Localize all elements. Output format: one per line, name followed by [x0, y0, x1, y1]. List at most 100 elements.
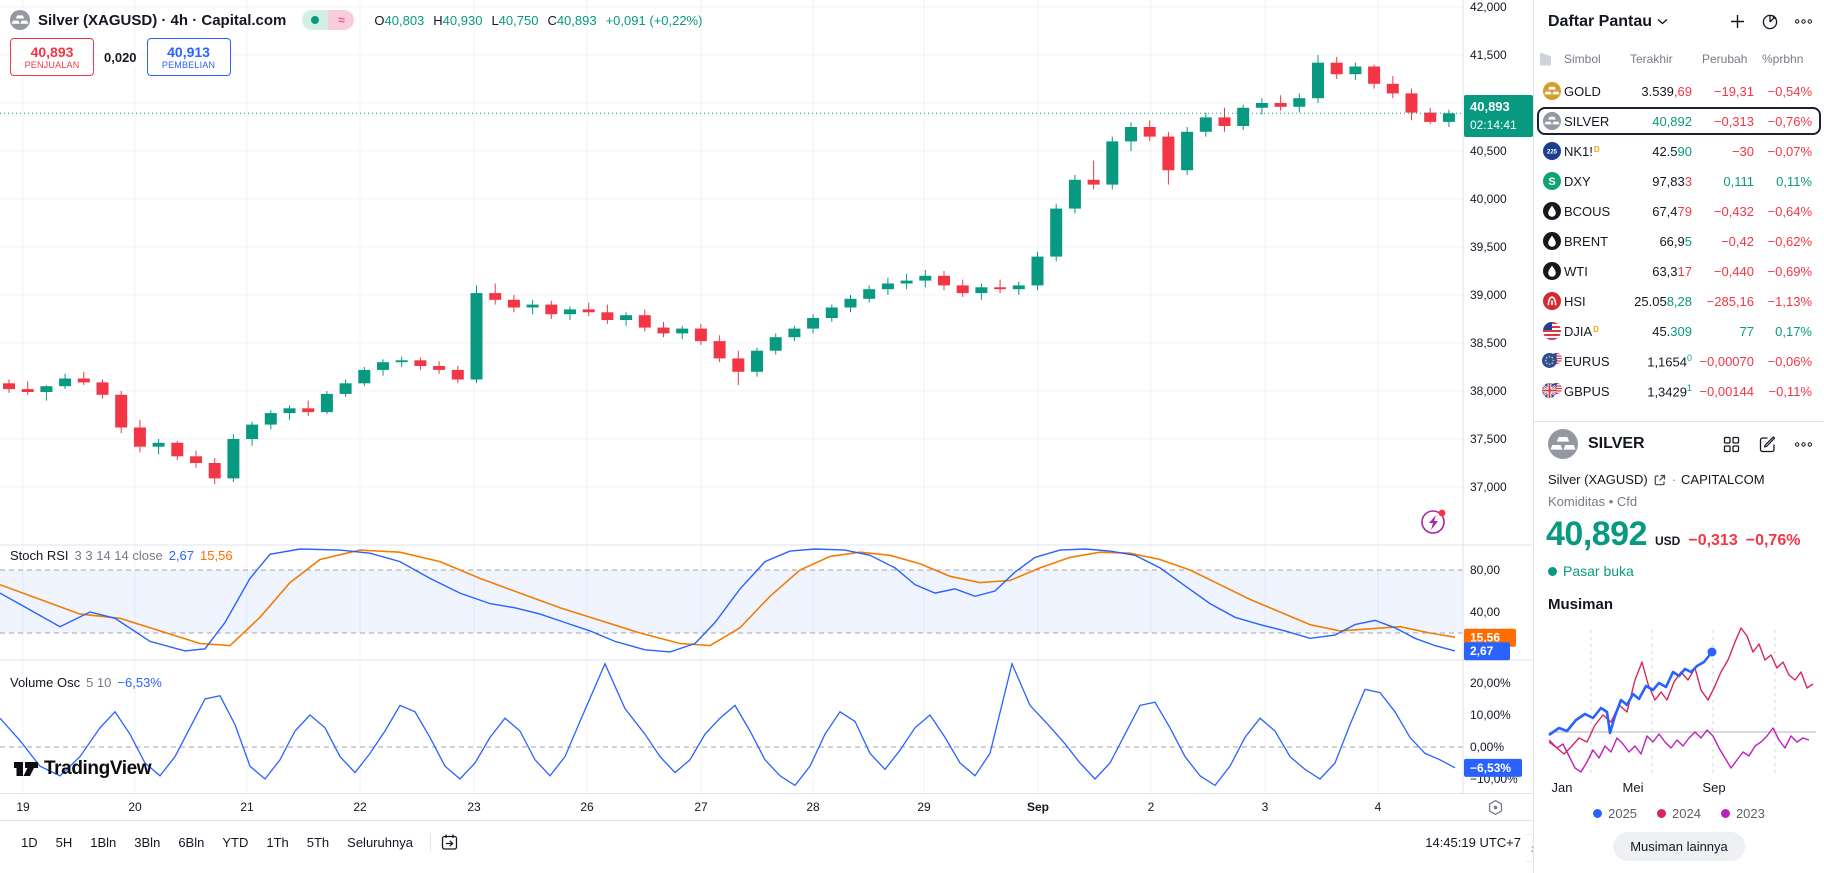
- svg-text:38,500: 38,500: [1470, 336, 1507, 350]
- list-marker-icon: [1540, 52, 1551, 66]
- silver-symbol-icon: [10, 10, 30, 30]
- change: −0,00070: [1699, 353, 1754, 369]
- range-button-6bln[interactable]: 6Bln: [178, 834, 205, 850]
- detail-currency: USD: [1655, 534, 1681, 548]
- dxy-icon: S: [1540, 172, 1564, 190]
- change-value: +0,091 (+0,22%): [605, 12, 703, 28]
- change: 77: [1739, 323, 1754, 339]
- time-axis-tick: 22: [353, 800, 367, 814]
- range-button-3bln[interactable]: 3Bln: [134, 834, 161, 850]
- change-percent: −0,11%: [1768, 383, 1813, 399]
- sell-button[interactable]: 40,893 PENJUALAN: [10, 38, 94, 76]
- market-open-dot-icon: [302, 10, 329, 30]
- last-price: 45.309: [1652, 323, 1692, 339]
- low-value: 40,750: [498, 12, 539, 28]
- watchlist-row-eurus[interactable]: EURUS 1,16540 −0,00070 −0,06%: [1534, 346, 1824, 376]
- last-price: 63,317: [1652, 263, 1692, 279]
- svg-text:15,56: 15,56: [1470, 631, 1500, 645]
- time-axis-tick: 3: [1261, 800, 1269, 814]
- change-percent: −0,54%: [1767, 83, 1812, 99]
- time-axis-tick: 4: [1374, 800, 1382, 814]
- last-price: 66,95: [1659, 233, 1692, 249]
- watchlist-column-headers[interactable]: Simbol Terakhir Perubah %prbhn: [1534, 48, 1824, 70]
- settings-hexagon-icon[interactable]: [1487, 799, 1504, 821]
- change-percent: 0,11%: [1776, 173, 1812, 189]
- change: 0,111: [1723, 173, 1754, 189]
- external-link-icon[interactable]: [1653, 473, 1667, 487]
- detail-meta: Komiditas • Cfd: [1548, 494, 1638, 509]
- seasonal-legend-2025[interactable]: 2025: [1593, 806, 1637, 821]
- time-axis-tick: 29: [917, 800, 931, 814]
- open-value: 40,803: [384, 12, 425, 28]
- symbol-name: EURUS: [1564, 353, 1610, 369]
- add-symbol-icon[interactable]: [1729, 13, 1746, 30]
- chart-area: 42,00041,50041,00040,50040,00039,50039,0…: [0, 0, 1533, 853]
- last-price: 67,479: [1652, 203, 1692, 219]
- detail-exchange: CAPITALCOM: [1681, 472, 1765, 487]
- calendar-goto-icon[interactable]: [439, 832, 460, 853]
- symbol-name: NK1! D: [1564, 143, 1600, 159]
- pie-chart-icon[interactable]: [1761, 12, 1780, 31]
- seasonal-legend-2023[interactable]: 2023: [1720, 806, 1765, 821]
- clock: 14:45:19 UTC+7: [1425, 834, 1521, 850]
- watchlist-row-wti[interactable]: WTI 63,317 −0,440 −0,69%: [1534, 256, 1824, 286]
- volume-osc-label[interactable]: Volume Osc 5 10 −6,53%: [10, 675, 162, 690]
- watchlist-row-silver[interactable]: SILVER 40,892 −0,313 −0,76%: [1534, 106, 1824, 136]
- svg-text:225: 225: [1547, 149, 1558, 155]
- range-button-1d[interactable]: 1D: [21, 834, 38, 850]
- trade-widget: 40,893 PENJUALAN 0,020 40,913 PEMBELIAN: [10, 38, 231, 76]
- range-button-5th[interactable]: 5Th: [306, 834, 330, 850]
- time-axis[interactable]: 19 20 21 22 23 26 27 28 29 Sep 2 3 4: [0, 793, 1533, 820]
- buy-button[interactable]: 40,913 PEMBELIAN: [146, 38, 231, 76]
- last-price: 3.539,69: [1641, 83, 1692, 99]
- detail-symbol-link[interactable]: Silver (XAGUSD): [1548, 472, 1648, 487]
- tradingview-logo[interactable]: TradingView: [13, 757, 152, 781]
- silver-symbol-icon: [1548, 429, 1578, 459]
- range-button-ytd[interactable]: YTD: [222, 834, 249, 850]
- symbol-name: DJIA D: [1564, 323, 1599, 339]
- edit-note-icon[interactable]: [1758, 434, 1778, 454]
- gbpus-icon: [1540, 382, 1564, 401]
- last-price: 1,16540: [1647, 352, 1692, 370]
- watchlist-row-djia[interactable]: DJIA D 45.309 77 0,17%: [1534, 316, 1824, 346]
- grid-layout-icon[interactable]: [1722, 435, 1741, 454]
- seasonal-more-button[interactable]: Musiman lainnya: [1613, 832, 1745, 861]
- range-button-1bln[interactable]: 1Bln: [90, 834, 117, 850]
- more-options-icon[interactable]: [1795, 441, 1812, 447]
- symbol-title[interactable]: Silver (XAGUSD) · 4h · Capital.com: [38, 11, 287, 29]
- time-axis-tick: 23: [467, 800, 481, 814]
- range-button-seluruhnya[interactable]: Seluruhnya: [347, 834, 413, 850]
- seasonal-title: Musiman: [1548, 596, 1614, 613]
- market-status-toggle[interactable]: ≈: [302, 10, 355, 30]
- symbol-name: SILVER: [1564, 113, 1610, 129]
- svg-text:38,000: 38,000: [1470, 384, 1507, 398]
- watchlist-row-hsi[interactable]: HSI 25.058,28 −285,16 −1,13%: [1534, 286, 1824, 316]
- change-percent: −0,62%: [1767, 233, 1812, 249]
- watchlist-row-nk1[interactable]: 225 NK1! D 42.590 −30 −0,07%: [1534, 136, 1824, 166]
- symbol-name: DXY: [1564, 173, 1591, 189]
- seasonal-chart[interactable]: Jan Mei Sep: [1534, 608, 1824, 806]
- watchlist-row-gbpus[interactable]: GBPUS 1,34291 −0,00144 −0,11%: [1534, 376, 1824, 406]
- svg-text:37,000: 37,000: [1470, 480, 1507, 494]
- change: −0,42: [1721, 233, 1754, 249]
- range-button-5h[interactable]: 5H: [55, 834, 73, 850]
- stoch-d-value: 15,56: [200, 548, 233, 563]
- price-chart[interactable]: 42,00041,50041,00040,50040,00039,50039,0…: [0, 0, 1533, 793]
- svg-text:80,00: 80,00: [1470, 563, 1500, 577]
- range-button-1th[interactable]: 1Th: [266, 834, 289, 850]
- change: −285,16: [1706, 293, 1754, 309]
- close-value: 40,893: [556, 12, 597, 28]
- seasonal-legend-2024[interactable]: 2024: [1657, 806, 1701, 821]
- stoch-rsi-label[interactable]: Stoch RSI 3 3 14 14 close 2,67 15,56: [10, 548, 233, 563]
- symbol-name: GBPUS: [1564, 383, 1610, 399]
- watchlist-row-dxy[interactable]: S DXY 97,833 0,111 0,11%: [1534, 166, 1824, 196]
- watchlist-row-brent[interactable]: BRENT 66,95 −0,42 −0,62%: [1534, 226, 1824, 256]
- watchlist-row-gold[interactable]: GOLD 3.539,69 −19,31 −0,54%: [1534, 76, 1824, 106]
- change-percent: −0,69%: [1767, 263, 1812, 279]
- svg-text:−6,53%: −6,53%: [1470, 761, 1511, 775]
- watchlist-row-bcous[interactable]: BCOUS 67,479 −0,432 −0,64%: [1534, 196, 1824, 226]
- symbol-detail-header: SILVER: [1548, 429, 1812, 459]
- watchlist-title-menu[interactable]: Daftar Pantau: [1548, 13, 1668, 31]
- more-options-icon[interactable]: [1795, 19, 1812, 24]
- change: −0,313: [1713, 113, 1754, 129]
